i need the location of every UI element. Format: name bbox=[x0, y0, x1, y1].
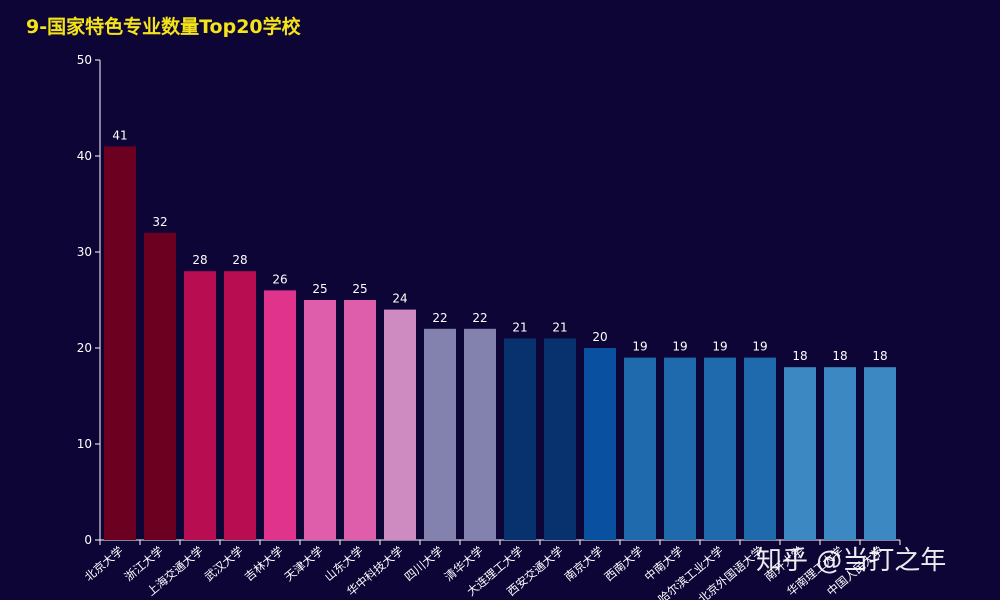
data-label: 21 bbox=[552, 320, 567, 334]
data-label: 18 bbox=[832, 349, 847, 363]
bar bbox=[104, 146, 136, 540]
bar bbox=[864, 367, 896, 540]
x-tick-label: 吉林大学 bbox=[242, 544, 286, 584]
x-tick-label: 四川大学 bbox=[402, 544, 446, 584]
value-labels: 41 32 28 28 26 25 25 24 22 22 21 21 20 19 19 19 19 18 18 18 bbox=[112, 128, 887, 363]
bars bbox=[104, 146, 896, 541]
data-label: 18 bbox=[872, 349, 887, 363]
y-tick-label: 40 bbox=[77, 149, 92, 163]
data-label: 28 bbox=[232, 253, 247, 267]
y-axis: 0 10 20 30 40 50 bbox=[77, 53, 101, 547]
data-label: 25 bbox=[312, 282, 327, 296]
bar bbox=[344, 300, 376, 540]
x-tick-label: 西南大学 bbox=[602, 544, 646, 584]
data-label: 26 bbox=[272, 272, 287, 286]
data-label: 25 bbox=[352, 282, 367, 296]
bar bbox=[824, 367, 856, 540]
y-tick-label: 30 bbox=[77, 245, 92, 259]
y-tick-label: 10 bbox=[77, 437, 92, 451]
data-label: 18 bbox=[792, 349, 807, 363]
x-tick-label: 北京大学 bbox=[82, 544, 126, 584]
bar bbox=[704, 357, 736, 540]
data-label: 19 bbox=[712, 340, 727, 354]
bar bbox=[664, 357, 696, 540]
y-tick-label: 20 bbox=[77, 341, 92, 355]
bar bbox=[744, 357, 776, 540]
data-label: 28 bbox=[192, 253, 207, 267]
bar bbox=[224, 271, 256, 540]
bar bbox=[504, 338, 536, 540]
data-label: 32 bbox=[152, 215, 167, 229]
bar bbox=[584, 348, 616, 540]
watermark: 知乎 @当打之年 bbox=[756, 546, 947, 576]
x-tick-label: 南京大学 bbox=[562, 544, 606, 584]
bar bbox=[144, 232, 176, 541]
bar bbox=[624, 357, 656, 540]
bar bbox=[384, 309, 416, 540]
bar bbox=[424, 328, 456, 540]
y-tick-label: 0 bbox=[84, 533, 92, 547]
data-label: 20 bbox=[592, 330, 607, 344]
x-tick-label: 天津大学 bbox=[282, 544, 326, 584]
bar bbox=[784, 367, 816, 540]
data-label: 22 bbox=[472, 311, 487, 325]
data-label: 22 bbox=[432, 311, 447, 325]
chart-title: 9-国家特色专业数量Top20学校 bbox=[26, 16, 301, 38]
data-label: 21 bbox=[512, 320, 527, 334]
bar bbox=[544, 338, 576, 540]
data-label: 19 bbox=[632, 340, 647, 354]
data-label: 19 bbox=[752, 340, 767, 354]
data-label: 24 bbox=[392, 292, 407, 306]
y-tick-label: 50 bbox=[77, 53, 92, 67]
data-label: 19 bbox=[672, 340, 687, 354]
bar bbox=[464, 328, 496, 540]
bar bbox=[264, 290, 296, 540]
x-tick-label: 武汉大学 bbox=[202, 544, 246, 584]
bar bbox=[304, 300, 336, 540]
bar bbox=[184, 271, 216, 540]
data-label: 41 bbox=[112, 128, 127, 142]
